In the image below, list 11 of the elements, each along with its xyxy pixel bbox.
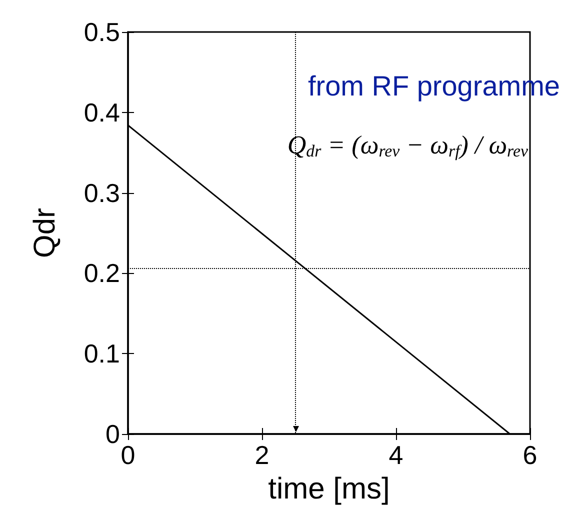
x-tick-label: 2 bbox=[254, 440, 270, 470]
y-tick-label: 0 bbox=[106, 419, 120, 449]
x-tick-label: 4 bbox=[388, 440, 404, 470]
y-axis-title: Qdr bbox=[28, 208, 62, 258]
y-tick-label: 0.5 bbox=[84, 17, 120, 47]
y-tick-label: 0.3 bbox=[84, 178, 120, 208]
y-tick-label: 0.4 bbox=[84, 97, 120, 128]
x-axis-title: time [ms] bbox=[268, 472, 390, 506]
y-tick-label: 0.2 bbox=[84, 258, 120, 288]
x-tick-label: 6 bbox=[522, 440, 538, 470]
y-tick-label: 0.1 bbox=[84, 338, 120, 369]
